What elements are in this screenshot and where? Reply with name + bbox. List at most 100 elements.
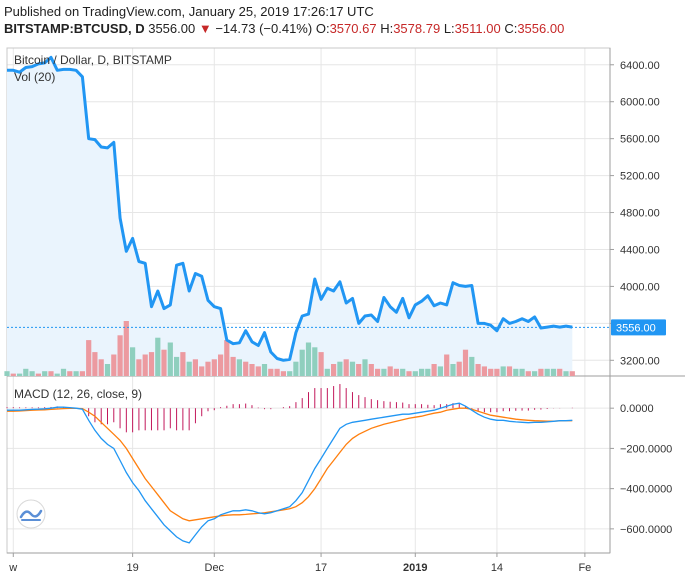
macd-tick-label: 0.0000	[620, 403, 654, 415]
volume-bar	[324, 368, 330, 376]
volume-bar	[500, 366, 506, 376]
volume-bar	[205, 361, 211, 376]
volume-bar	[211, 359, 217, 376]
volume-bar	[224, 340, 230, 376]
volume-bar	[412, 371, 418, 376]
volume-bar	[494, 368, 500, 376]
volume-bar	[318, 352, 324, 376]
volume-bar	[557, 368, 563, 376]
volume-bar	[513, 368, 519, 376]
signal-line	[7, 407, 573, 522]
volume-bar	[192, 359, 198, 376]
macd-gridlines	[7, 407, 610, 530]
close-label: C:	[504, 21, 518, 36]
published-caption: Published on TradingView.com, January 25…	[4, 4, 374, 19]
volume-bar	[23, 368, 29, 376]
volume-bar	[268, 368, 274, 376]
price-tick-label: 3200.00	[620, 355, 660, 367]
volume-bar	[48, 371, 54, 376]
volume-bar	[400, 368, 406, 376]
time-axis-ticks: w 19 Dec 17 2019 14 Fe	[8, 553, 591, 574]
macd-tick-label: −400.0000	[620, 484, 672, 496]
price-tick-label: 6000.00	[620, 97, 660, 109]
volume-bars	[4, 321, 575, 376]
volume-bar	[249, 364, 255, 376]
volume-bar	[525, 371, 531, 376]
volume-bar	[519, 368, 525, 376]
time-tick-label: w	[8, 562, 17, 574]
volume-bar	[230, 356, 236, 376]
symbol-name: BITSTAMP:BTCUSD, D	[4, 21, 145, 36]
time-tick-label: Fe	[578, 562, 591, 574]
volume-bar	[287, 371, 293, 376]
price-line	[7, 55, 573, 362]
volume-bar	[218, 354, 224, 376]
time-tick-label: Dec	[205, 562, 225, 574]
symbol-ohlc-line: BITSTAMP:BTCUSD, D 3556.00 ▼ −14.73 (−0.…	[4, 21, 564, 36]
price-tick-label: 6400.00	[620, 60, 660, 72]
volume-bar	[148, 352, 155, 376]
volume-bar	[393, 368, 399, 376]
volume-bar	[35, 373, 41, 376]
volume-bar	[343, 359, 349, 376]
time-tick-label: 14	[491, 562, 503, 574]
macd-tick-label: −600.0000	[620, 524, 672, 536]
price-macd-chart: 3200.003600.004000.004400.004800.005200.…	[4, 47, 685, 574]
close-value: 3556.00	[517, 21, 565, 36]
low-value: 3511.00	[454, 21, 501, 36]
volume-bar	[274, 368, 280, 376]
volume-bar	[444, 354, 450, 376]
price-tick-label: 4000.00	[620, 281, 660, 293]
price-change: −14.73 (−0.41%)	[215, 21, 313, 36]
volume-bar	[506, 366, 513, 376]
volume-bar	[86, 340, 92, 376]
volume-bar	[117, 335, 123, 376]
change-down-icon: ▼	[198, 21, 212, 36]
price-tick-label: 5600.00	[620, 134, 660, 146]
volume-bar	[437, 366, 443, 376]
volume-bar	[375, 368, 381, 376]
volume-bar	[104, 364, 111, 376]
volume-bar	[563, 371, 569, 376]
price-area-fill	[7, 57, 573, 377]
volume-bar	[450, 364, 456, 376]
volume-bar	[60, 368, 67, 376]
volume-bar	[180, 352, 186, 376]
volume-bar	[481, 366, 487, 376]
volume-bar	[406, 371, 412, 376]
time-tick-label: 17	[315, 562, 327, 574]
volume-bar	[331, 364, 337, 376]
volume-bar	[569, 371, 575, 376]
volume-bar	[155, 337, 161, 376]
volume-bar	[199, 366, 205, 376]
volume-bar	[186, 361, 192, 376]
volume-bar	[293, 361, 299, 376]
volume-bar	[532, 371, 538, 376]
last-price: 3556.00	[148, 21, 196, 36]
volume-bar	[92, 352, 98, 376]
volume-bar	[236, 359, 242, 376]
published-text: Published on TradingView.com, January 25…	[4, 4, 374, 19]
volume-label: Vol (20)	[14, 70, 55, 84]
volume-bar	[538, 368, 544, 376]
price-tick-label: 4400.00	[620, 244, 660, 256]
high-value: 3578.79	[393, 21, 441, 36]
time-tick-label: 2019	[403, 562, 427, 574]
volume-bar	[431, 364, 437, 376]
volume-bar	[98, 359, 104, 376]
volume-bar	[29, 371, 35, 376]
price-tick-label: 4800.00	[620, 208, 660, 220]
volume-bar	[280, 371, 286, 376]
low-label: L:	[443, 21, 455, 36]
volume-bar	[362, 359, 368, 376]
open-value: 3570.67	[329, 21, 377, 36]
volume-bar	[17, 373, 23, 376]
time-tick-label: 19	[127, 562, 139, 574]
volume-bar	[387, 366, 393, 376]
volume-bar	[299, 349, 305, 376]
volume-bar	[475, 364, 481, 376]
volume-bar	[356, 364, 362, 376]
volume-bar	[550, 368, 557, 376]
volume-bar	[469, 356, 475, 376]
volume-bar	[4, 371, 10, 376]
